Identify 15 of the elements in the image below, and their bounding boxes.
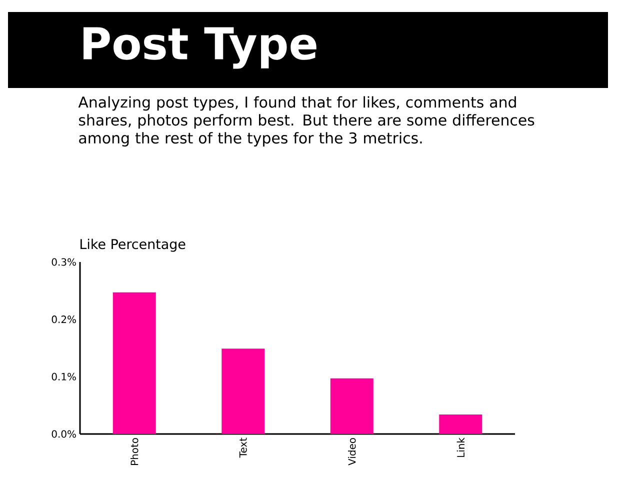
x-tick-label: Video [348, 438, 356, 466]
x-tick-label: Photo [130, 438, 138, 465]
y-axis-title: Like Percentage [80, 238, 186, 252]
chart-title: Post Type [84, 27, 316, 69]
y-tick-label: 0.2% [52, 316, 76, 324]
bar [330, 378, 374, 434]
bar [222, 348, 265, 434]
x-tick-label: Text [239, 438, 247, 458]
bar [112, 292, 156, 434]
chart-subtitle: Analyzing post types, I found that for likes, comments and shares, photos perform best. But there are some differences among the rest of the types for the 3 metrics. [78, 96, 534, 147]
y-tick-label: 0.0% [52, 430, 76, 438]
x-tick-label: Link [456, 438, 464, 457]
y-tick-label: 0.3% [52, 258, 76, 266]
bar [439, 414, 482, 434]
y-tick-label: 0.1% [52, 372, 76, 380]
